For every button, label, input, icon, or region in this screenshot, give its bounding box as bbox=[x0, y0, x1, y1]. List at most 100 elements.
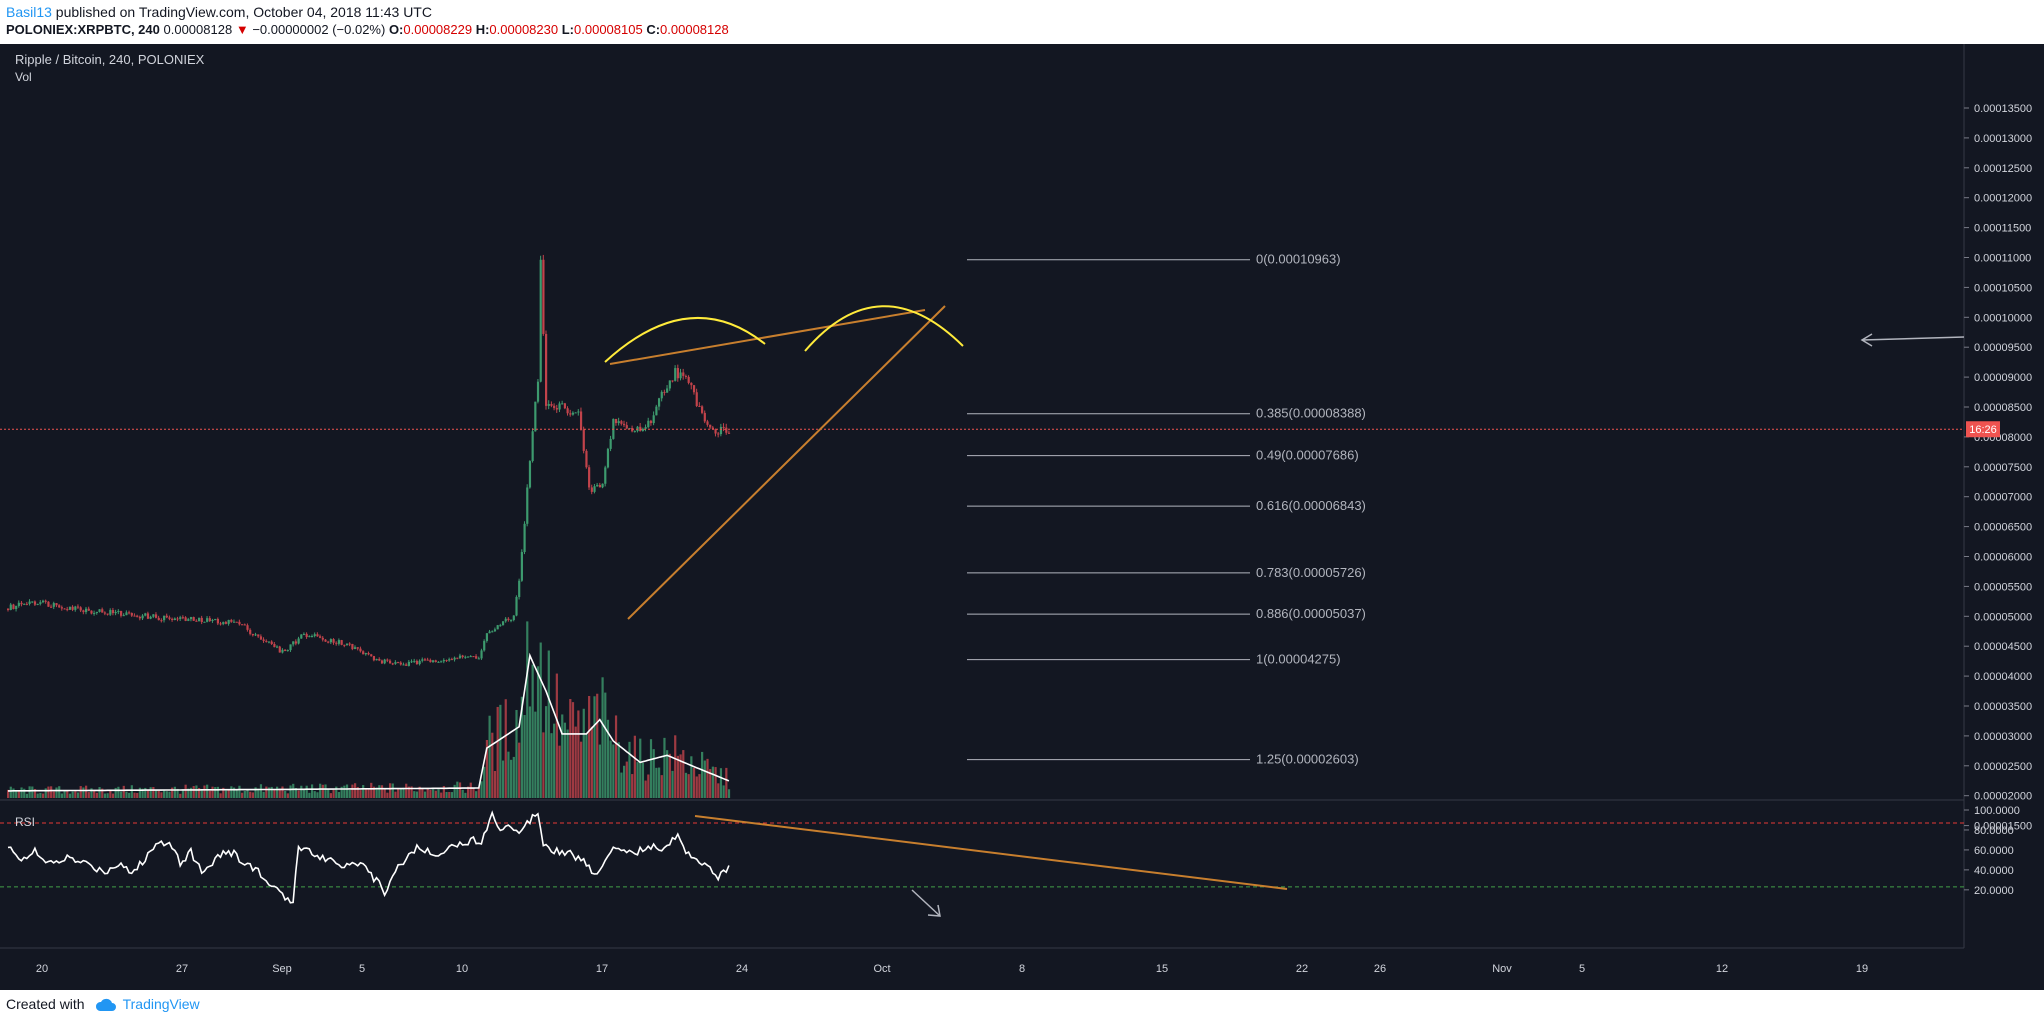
candle-body bbox=[579, 411, 583, 430]
candle-body bbox=[310, 635, 314, 637]
candle-body bbox=[585, 450, 588, 468]
volume-bar bbox=[655, 767, 658, 798]
tradingview-link[interactable]: TradingView bbox=[122, 996, 200, 1012]
volume-bar bbox=[130, 785, 133, 798]
x-tick-label: 24 bbox=[736, 963, 748, 975]
candle-body bbox=[456, 657, 459, 659]
candle-body bbox=[547, 404, 550, 406]
volume-bar bbox=[141, 788, 144, 798]
volume-bar bbox=[254, 787, 257, 798]
candle-body bbox=[434, 660, 437, 662]
candle-body bbox=[526, 487, 529, 524]
candle-body bbox=[539, 259, 542, 382]
volume-bar bbox=[119, 791, 123, 798]
candle-body bbox=[701, 406, 704, 413]
volume-bar bbox=[33, 789, 37, 798]
volume-bar bbox=[68, 793, 72, 798]
volume-bar bbox=[95, 792, 98, 798]
volume-bar bbox=[714, 767, 717, 798]
volume-bar bbox=[614, 715, 618, 798]
volume-bar bbox=[437, 789, 440, 798]
volume-bar bbox=[362, 785, 365, 798]
candle-body bbox=[475, 656, 478, 659]
volume-bar bbox=[507, 751, 510, 798]
candle-body bbox=[590, 487, 593, 492]
volume-bar bbox=[512, 756, 515, 798]
candle-body bbox=[216, 618, 220, 624]
candle-body bbox=[119, 611, 123, 616]
chart-area[interactable]: 0.00013500 0.00013000 0.00012500 0.00012000… bbox=[0, 44, 2044, 990]
annotation-arrow-head bbox=[1860, 333, 1873, 347]
volume-bar bbox=[367, 789, 370, 798]
y-tick-label: 0.00007000 bbox=[1974, 492, 2032, 504]
volume-bar bbox=[423, 791, 427, 798]
candle-body bbox=[111, 610, 115, 614]
volume-bar bbox=[695, 776, 698, 798]
candle-body bbox=[52, 603, 55, 607]
volume-bar bbox=[270, 786, 273, 798]
x-tick-label: 19 bbox=[1856, 963, 1868, 975]
volume-bar bbox=[555, 673, 558, 798]
chart-canvas[interactable]: 0.00013500 0.00013000 0.00012500 0.00012000… bbox=[0, 44, 2044, 990]
candle-body bbox=[138, 616, 142, 619]
volume-bar bbox=[711, 766, 714, 798]
volume-bar bbox=[267, 787, 271, 798]
volume-bar bbox=[636, 762, 639, 798]
candle-body bbox=[727, 432, 731, 434]
candle-body bbox=[674, 368, 677, 381]
candle-body bbox=[448, 659, 451, 661]
candle-body bbox=[362, 651, 365, 655]
candle-body bbox=[394, 662, 397, 664]
fib-level-label: 0(0.00010963) bbox=[1256, 252, 1341, 267]
candle-body bbox=[690, 382, 693, 386]
volume-bar bbox=[579, 741, 583, 798]
volume-bar bbox=[329, 793, 332, 798]
candle-body bbox=[187, 619, 190, 621]
volume-bar bbox=[249, 791, 252, 798]
candle-body bbox=[214, 618, 217, 620]
rsi-tick-label: 80.0000 bbox=[1974, 825, 2014, 837]
volume-bar bbox=[216, 786, 220, 798]
publish-info: Basil13 published on TradingView.com, Oc… bbox=[6, 4, 432, 20]
volume-bar bbox=[31, 786, 34, 798]
candle-body bbox=[496, 625, 499, 630]
candle-body bbox=[157, 617, 160, 621]
volume-bar bbox=[117, 786, 120, 798]
fib-level-label: 1(0.00004275) bbox=[1256, 652, 1341, 667]
volume-bar bbox=[316, 792, 319, 798]
volume-bar bbox=[649, 739, 653, 798]
x-tick-label: 12 bbox=[1716, 963, 1728, 975]
author-link[interactable]: Basil13 bbox=[6, 4, 52, 20]
volume-bar bbox=[168, 791, 171, 798]
candle-body bbox=[423, 659, 427, 661]
candle-body bbox=[146, 613, 150, 619]
volume-bar bbox=[278, 789, 281, 798]
candle-body bbox=[243, 624, 246, 626]
open-label: O: bbox=[388, 22, 404, 37]
volume-bar bbox=[364, 788, 367, 798]
volume-bar bbox=[628, 741, 631, 798]
candle-body bbox=[85, 608, 88, 613]
candle-body bbox=[33, 601, 37, 605]
volume-bar bbox=[528, 706, 532, 798]
candle-body bbox=[410, 661, 413, 663]
volume-bar bbox=[93, 790, 96, 798]
volume-bar bbox=[448, 791, 451, 798]
candle-body bbox=[141, 615, 144, 619]
candle-body bbox=[453, 657, 456, 660]
candle-body bbox=[604, 467, 607, 484]
candle-body bbox=[270, 641, 273, 645]
candle-body bbox=[711, 427, 714, 430]
candle-body bbox=[90, 610, 93, 614]
candle-body bbox=[450, 659, 454, 661]
candle-body bbox=[297, 638, 300, 644]
candle-body bbox=[87, 608, 90, 611]
candle-body bbox=[192, 617, 195, 621]
volume-bar bbox=[722, 785, 725, 798]
volume-bar bbox=[203, 785, 206, 798]
volume-bar bbox=[558, 745, 561, 798]
candle-body bbox=[337, 640, 341, 644]
candle-body bbox=[329, 639, 332, 643]
volume-bar bbox=[25, 793, 29, 798]
x-tick-label: 5 bbox=[1579, 963, 1585, 975]
